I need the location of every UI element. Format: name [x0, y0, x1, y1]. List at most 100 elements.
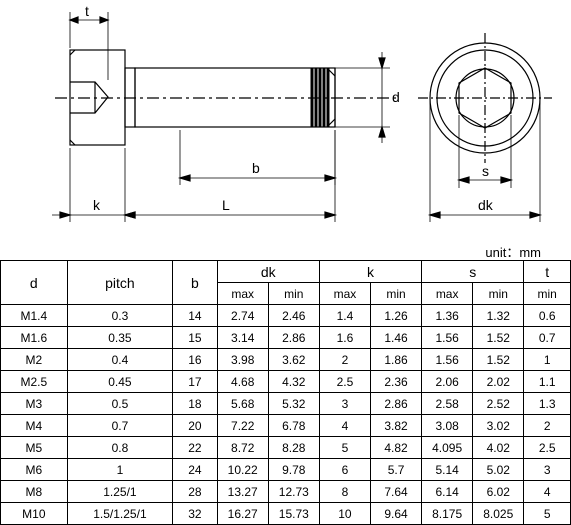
cell-dk_min: 4.32 — [268, 371, 319, 393]
cell-d: M10 — [1, 503, 68, 525]
cell-b: 14 — [173, 305, 217, 327]
cell-b: 16 — [173, 349, 217, 371]
table-header-row-1: d pitch b dk k s t — [1, 261, 571, 283]
cell-k_min: 1.46 — [370, 327, 421, 349]
cell-k_min: 4.82 — [370, 437, 421, 459]
cell-s_max: 5.14 — [422, 459, 473, 481]
cell-d: M1.6 — [1, 327, 68, 349]
cell-pitch: 0.7 — [67, 415, 173, 437]
cell-pitch: 0.8 — [67, 437, 173, 459]
label-b: b — [252, 160, 260, 176]
cell-s_min: 1.52 — [473, 349, 524, 371]
cell-dk_max: 5.68 — [217, 393, 268, 415]
cell-k_min: 2.86 — [370, 393, 421, 415]
cell-k_min: 2.36 — [370, 371, 421, 393]
col-pitch: pitch — [67, 261, 173, 305]
cell-b: 32 — [173, 503, 217, 525]
col-dk-max: max — [217, 283, 268, 305]
cell-d: M5 — [1, 437, 68, 459]
table-row: M1.40.3142.742.461.41.261.361.320.6 — [1, 305, 571, 327]
cell-t_min: 1 — [524, 349, 571, 371]
cell-s_max: 2.06 — [422, 371, 473, 393]
label-L: L — [222, 197, 230, 213]
bolt-schematic-svg: t d b k L s dk — [0, 0, 571, 252]
cell-k_max: 10 — [319, 503, 370, 525]
cell-s_min: 3.02 — [473, 415, 524, 437]
page-container: t d b k L s dk unit：mm d pitch b dk k s … — [0, 0, 571, 525]
cell-t_min: 1.3 — [524, 393, 571, 415]
cell-k_max: 5 — [319, 437, 370, 459]
col-t-min: min — [524, 283, 571, 305]
cell-b: 17 — [173, 371, 217, 393]
col-s: s — [422, 261, 524, 283]
cell-d: M3 — [1, 393, 68, 415]
cell-dk_max: 10.22 — [217, 459, 268, 481]
cell-k_max: 1.6 — [319, 327, 370, 349]
cell-dk_max: 4.68 — [217, 371, 268, 393]
cell-s_min: 5.02 — [473, 459, 524, 481]
cell-t_min: 0.6 — [524, 305, 571, 327]
col-s-max: max — [422, 283, 473, 305]
cell-pitch: 1 — [67, 459, 173, 481]
table-row: M101.5/1.25/13216.2715.73109.648.1758.02… — [1, 503, 571, 525]
col-t: t — [524, 261, 571, 283]
cell-s_max: 1.56 — [422, 349, 473, 371]
cell-pitch: 0.35 — [67, 327, 173, 349]
cell-dk_min: 2.86 — [268, 327, 319, 349]
col-k: k — [319, 261, 421, 283]
cell-b: 22 — [173, 437, 217, 459]
cell-k_max: 4 — [319, 415, 370, 437]
cell-dk_max: 13.27 — [217, 481, 268, 503]
cell-t_min: 4 — [524, 481, 571, 503]
cell-t_min: 3 — [524, 459, 571, 481]
bolt-diagram: t d b k L s dk unit：mm — [0, 0, 571, 260]
cell-s_max: 3.08 — [422, 415, 473, 437]
cell-s_min: 2.52 — [473, 393, 524, 415]
cell-b: 28 — [173, 481, 217, 503]
table-row: M612410.229.7865.75.145.023 — [1, 459, 571, 481]
table-row: M50.8228.728.2854.824.0954.022.5 — [1, 437, 571, 459]
cell-d: M2.5 — [1, 371, 68, 393]
cell-s_max: 1.56 — [422, 327, 473, 349]
cell-dk_min: 5.32 — [268, 393, 319, 415]
col-k-min: min — [370, 283, 421, 305]
cell-pitch: 0.4 — [67, 349, 173, 371]
cell-k_max: 2 — [319, 349, 370, 371]
cell-k_max: 8 — [319, 481, 370, 503]
cell-s_max: 1.36 — [422, 305, 473, 327]
label-t: t — [85, 3, 89, 19]
cell-pitch: 1.25/1 — [67, 481, 173, 503]
cell-s_min: 4.02 — [473, 437, 524, 459]
cell-s_max: 2.58 — [422, 393, 473, 415]
cell-t_min: 2 — [524, 415, 571, 437]
label-k: k — [93, 197, 101, 213]
cell-t_min: 2.5 — [524, 437, 571, 459]
cell-s_min: 6.02 — [473, 481, 524, 503]
cell-d: M2 — [1, 349, 68, 371]
cell-b: 24 — [173, 459, 217, 481]
table-row: M20.4163.983.6221.861.561.521 — [1, 349, 571, 371]
cell-k_max: 2.5 — [319, 371, 370, 393]
cell-k_max: 6 — [319, 459, 370, 481]
cell-dk_max: 7.22 — [217, 415, 268, 437]
cell-t_min: 1.1 — [524, 371, 571, 393]
label-dk: dk — [478, 197, 494, 213]
col-dk: dk — [217, 261, 319, 283]
cell-d: M6 — [1, 459, 68, 481]
table-row: M40.7207.226.7843.823.083.022 — [1, 415, 571, 437]
table-row: M2.50.45174.684.322.52.362.062.021.1 — [1, 371, 571, 393]
cell-pitch: 0.3 — [67, 305, 173, 327]
cell-pitch: 0.45 — [67, 371, 173, 393]
cell-s_min: 1.52 — [473, 327, 524, 349]
table-row: M1.60.35153.142.861.61.461.561.520.7 — [1, 327, 571, 349]
cell-d: M8 — [1, 481, 68, 503]
cell-dk_max: 8.72 — [217, 437, 268, 459]
col-d: d — [1, 261, 68, 305]
cell-k_min: 9.64 — [370, 503, 421, 525]
cell-s_min: 2.02 — [473, 371, 524, 393]
cell-k_min: 1.86 — [370, 349, 421, 371]
table-body: M1.40.3142.742.461.41.261.361.320.6M1.60… — [1, 305, 571, 525]
cell-s_max: 8.175 — [422, 503, 473, 525]
cell-dk_min: 2.46 — [268, 305, 319, 327]
col-b: b — [173, 261, 217, 305]
